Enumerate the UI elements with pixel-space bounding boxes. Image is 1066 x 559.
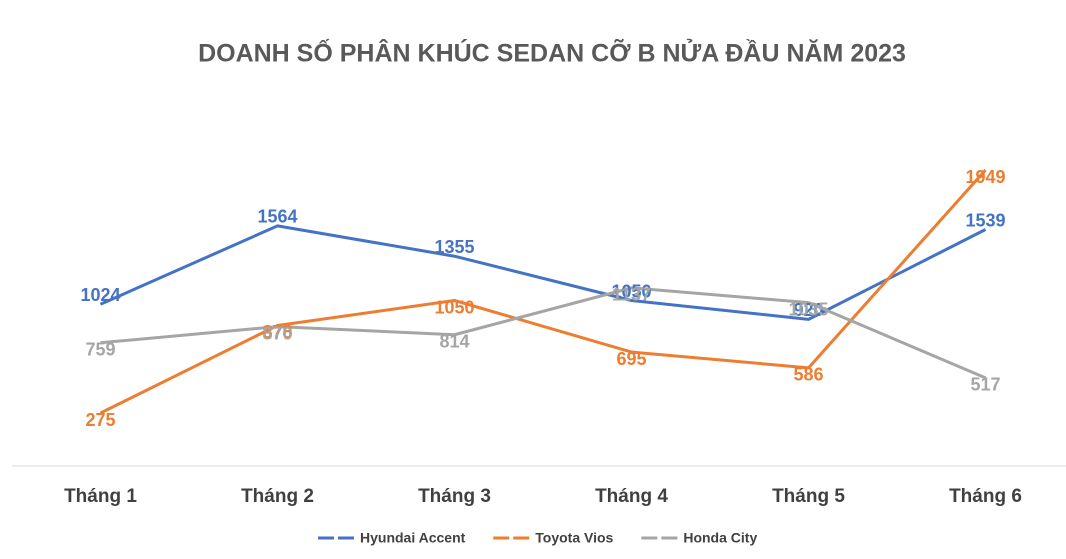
data-label: 1035 <box>788 299 828 319</box>
data-label: 759 <box>85 339 115 359</box>
series-line <box>99 224 987 321</box>
chart-title: DOANH SỐ PHÂN KHÚC SEDAN CỠ B NỬA ĐẦU NĂ… <box>198 38 906 68</box>
legend-label: Toyota Vios <box>535 530 613 546</box>
data-label: 1137 <box>612 285 651 305</box>
legend-label: Hyundai Accent <box>360 530 466 546</box>
data-label: 878 <box>262 322 292 342</box>
data-label: 1564 <box>257 207 297 227</box>
data-label: 1355 <box>434 237 474 257</box>
x-tick-label: Tháng 6 <box>949 486 1022 507</box>
series-line <box>99 168 987 415</box>
data-label: 695 <box>616 349 646 369</box>
data-label: 814 <box>439 332 469 352</box>
x-tick-label: Tháng 3 <box>418 486 491 507</box>
data-label: 870 <box>262 323 292 343</box>
data-label: 1539 <box>965 210 1005 230</box>
x-tick-label: Tháng 4 <box>595 486 668 507</box>
data-label: 1949 <box>965 167 1005 187</box>
data-label: 920 <box>793 300 823 320</box>
data-label: 586 <box>793 365 823 385</box>
data-label: 1050 <box>611 281 651 301</box>
series-line <box>100 286 987 380</box>
legend-label: Honda City <box>683 530 757 546</box>
x-tick-label: Tháng 2 <box>241 486 314 507</box>
data-label: 517 <box>970 375 1000 395</box>
data-label: 1024 <box>80 285 120 305</box>
data-label: 275 <box>85 410 115 430</box>
x-tick-label: Tháng 1 <box>64 486 137 507</box>
x-tick-label: Tháng 5 <box>772 486 845 507</box>
data-label: 1050 <box>434 297 474 317</box>
